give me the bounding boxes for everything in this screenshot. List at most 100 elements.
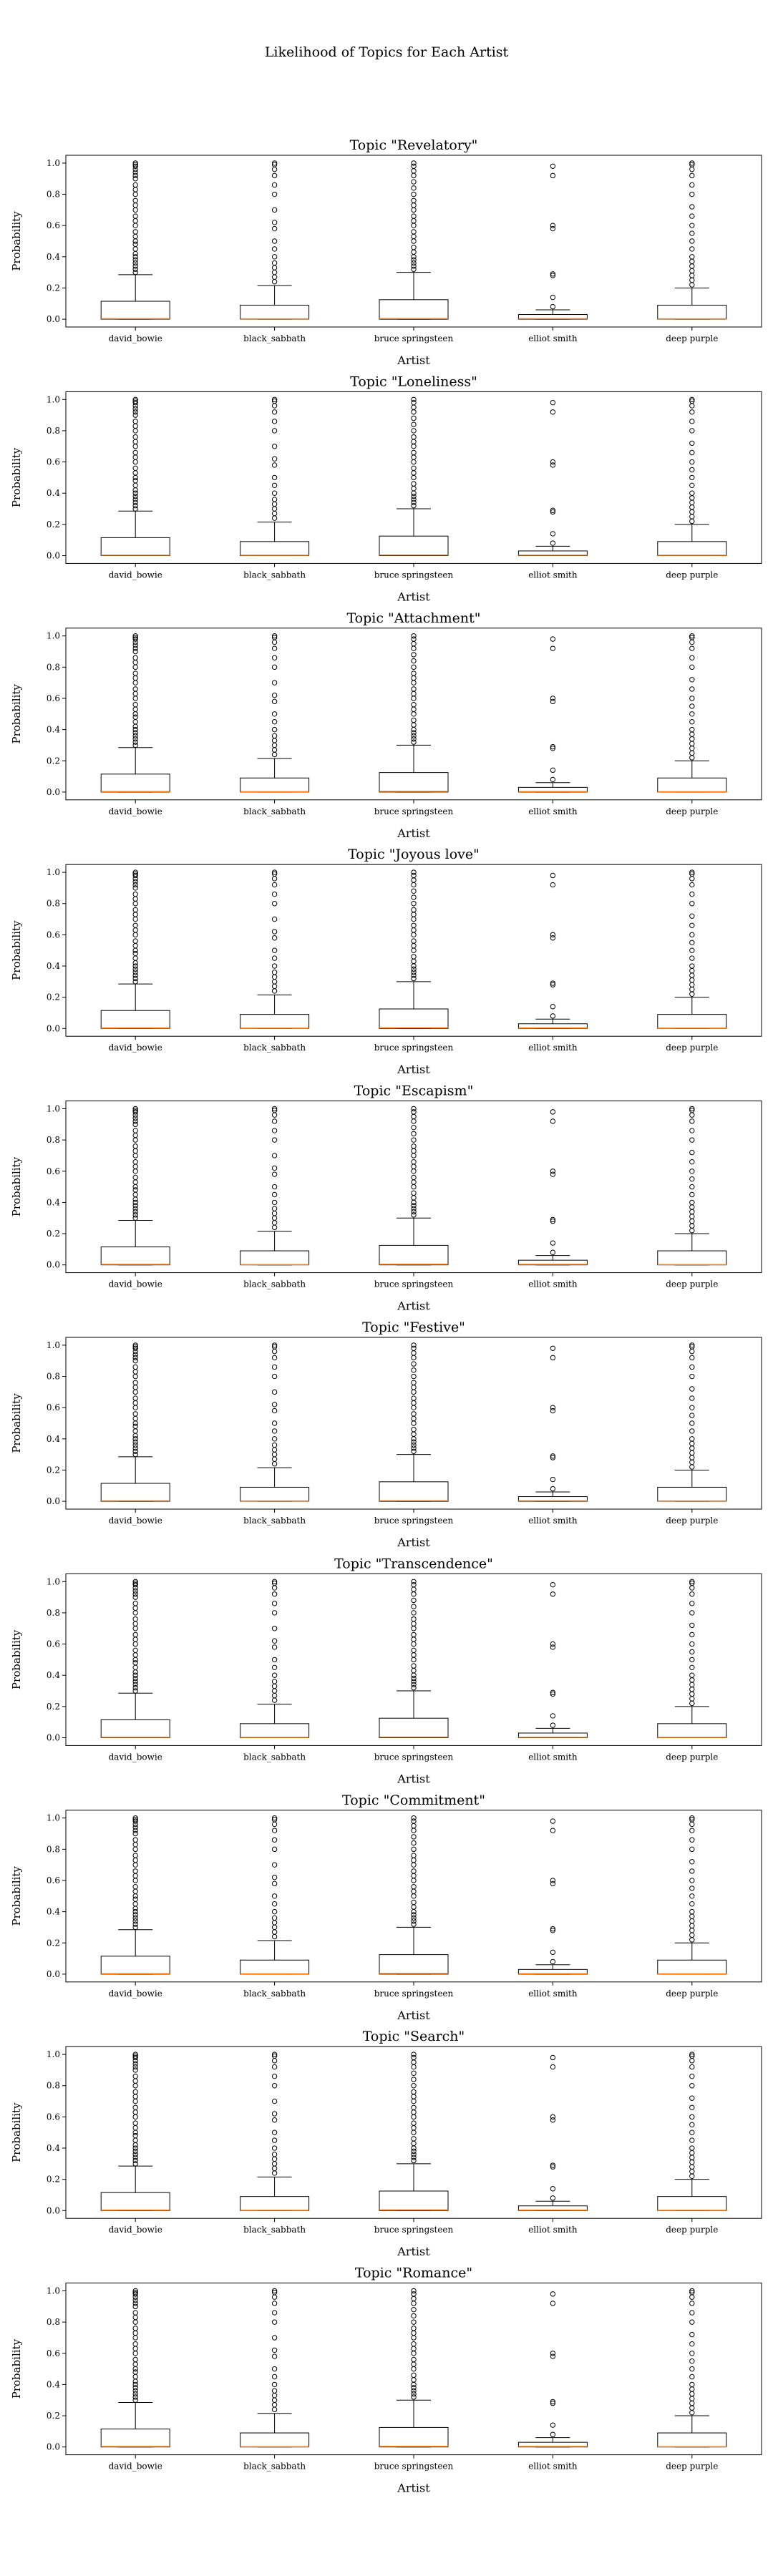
flier-point — [689, 2381, 695, 2388]
flier-point — [271, 1874, 278, 1880]
flier-point — [689, 1218, 695, 1224]
flier-point — [689, 1199, 695, 1206]
flier-point — [132, 975, 138, 982]
axes-frame — [65, 1810, 762, 1983]
flier-point — [132, 950, 138, 957]
flier-point — [689, 2159, 695, 2165]
flier-point — [132, 871, 138, 877]
flier-point — [689, 1631, 695, 1638]
flier-point — [271, 1591, 278, 1597]
flier-point — [411, 1893, 417, 1899]
flier-point — [411, 1439, 417, 1445]
flier-point — [411, 1621, 417, 1626]
flier-point — [550, 743, 556, 750]
flier-point — [689, 750, 695, 756]
flier-point — [271, 1924, 278, 1931]
flier-point — [689, 655, 695, 660]
flier-point — [689, 947, 695, 953]
box-body — [100, 774, 170, 793]
flier-point — [132, 922, 138, 928]
flier-point — [271, 2129, 278, 2135]
flier-point — [689, 1420, 695, 1426]
flier-point — [132, 2373, 138, 2380]
flier-point — [132, 714, 138, 720]
flier-point — [132, 979, 138, 985]
flier-point — [132, 1853, 138, 1858]
flier-point — [132, 1132, 138, 1138]
flier-point — [132, 2379, 138, 2384]
box-elliot-smith — [517, 1109, 588, 1266]
flier-point — [132, 1415, 138, 1422]
flier-point — [689, 1579, 695, 1585]
flier-point — [689, 1137, 695, 1143]
box-bruce-springsteen — [379, 2288, 449, 2448]
x-tick-label: elliot smith — [528, 1752, 578, 1762]
flier-point — [132, 896, 138, 902]
box-elliot-smith — [517, 2054, 588, 2211]
flier-point — [550, 1109, 556, 1115]
flier-point — [132, 1862, 138, 1868]
y-axis-label: Probability — [10, 920, 23, 980]
flier-point — [411, 958, 417, 965]
flier-point — [132, 2051, 138, 2057]
flier-point — [689, 2288, 695, 2294]
flier-point — [411, 439, 417, 444]
box-bruce-springsteen — [379, 869, 449, 1029]
flier-point — [689, 268, 695, 274]
flier-point — [689, 1436, 695, 1442]
y-tick-label: 0.4 — [47, 252, 60, 262]
y-tick-label: 1.0 — [47, 394, 60, 404]
flier-point — [132, 434, 138, 440]
flier-point — [689, 1913, 695, 1919]
flier-point — [411, 1672, 417, 1678]
flier-point — [132, 1842, 138, 1848]
flier-point — [132, 912, 138, 917]
flier-point — [411, 636, 417, 642]
box-body — [240, 541, 310, 556]
flier-point — [271, 2288, 278, 2294]
flier-point — [411, 502, 417, 509]
flier-point — [689, 869, 695, 875]
flier-point — [689, 1191, 695, 1198]
flier-point — [411, 2089, 417, 2095]
flier-point — [132, 1137, 138, 1143]
flier-point — [132, 1626, 138, 1631]
flier-point — [132, 2391, 138, 2397]
flier-point — [132, 648, 138, 655]
flier-point — [411, 2059, 417, 2065]
flier-point — [132, 263, 138, 269]
box-body — [240, 304, 310, 320]
box-body — [657, 777, 727, 793]
flier-point — [411, 975, 417, 982]
flier-point — [271, 1638, 278, 1644]
flier-point — [411, 1846, 417, 1853]
x-tick-label: deep purple — [666, 1989, 718, 1999]
y-tick-label: 0.0 — [47, 1023, 60, 1033]
flier-point — [550, 1405, 556, 1410]
flier-point — [411, 2351, 417, 2356]
flier-point — [271, 680, 278, 686]
box-body — [240, 1486, 310, 1502]
flier-point — [689, 2150, 695, 2156]
flier-point — [411, 739, 417, 745]
flier-point — [132, 2161, 138, 2167]
box-bruce-springsteen — [379, 396, 449, 556]
flier-point — [689, 2122, 695, 2127]
flier-point — [411, 465, 417, 472]
flier-point — [411, 2301, 417, 2306]
flier-point — [411, 1626, 417, 1631]
flier-point — [132, 1873, 138, 1879]
flier-point — [132, 1846, 138, 1853]
flier-point — [132, 1688, 138, 1694]
flier-point — [411, 2391, 417, 2397]
flier-point — [689, 191, 695, 197]
flier-point — [132, 733, 138, 739]
box-bruce-springsteen — [379, 1106, 449, 1266]
flier-point — [271, 474, 278, 481]
flier-point — [132, 1675, 138, 1682]
flier-point — [411, 691, 417, 697]
flier-point — [689, 1696, 695, 1702]
flier-point — [271, 1456, 278, 1462]
flier-point — [411, 1373, 417, 1380]
